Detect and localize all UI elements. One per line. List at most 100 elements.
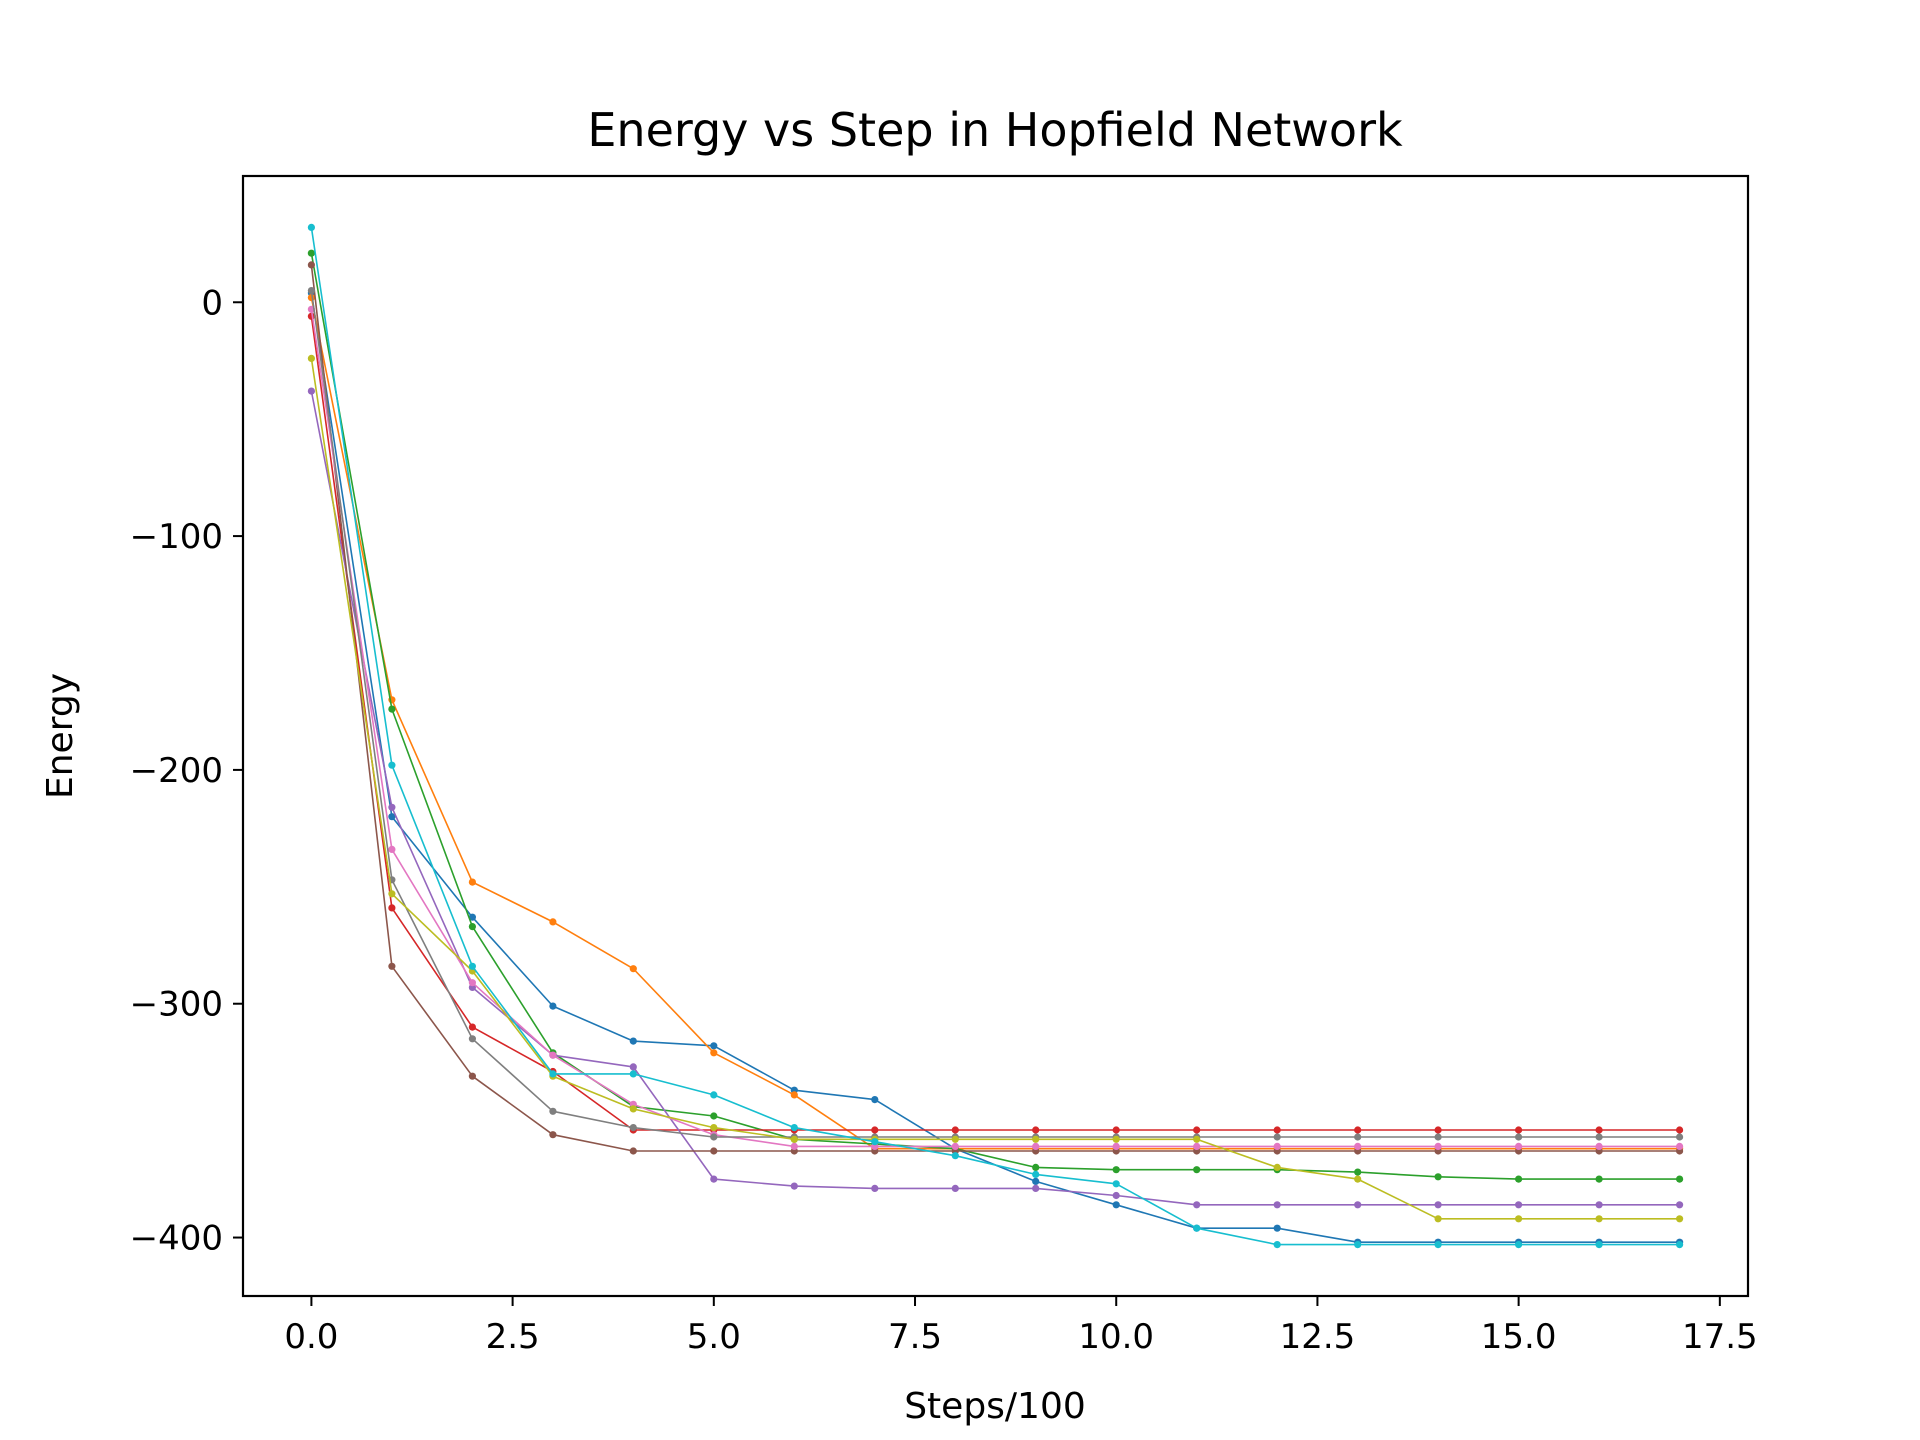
data-point	[710, 1175, 718, 1183]
data-point	[388, 845, 396, 854]
data-point	[1515, 1215, 1523, 1223]
data-point	[1112, 1166, 1120, 1174]
data-point	[1273, 1142, 1281, 1150]
data-point	[549, 918, 557, 926]
data-point	[1273, 1224, 1281, 1232]
data-point	[1354, 1201, 1362, 1209]
data-point	[1032, 1135, 1040, 1143]
data-point	[1676, 1142, 1684, 1150]
data-point	[468, 923, 476, 931]
data-point	[790, 1135, 798, 1143]
data-point	[1595, 1241, 1603, 1249]
data-point	[1032, 1163, 1040, 1171]
data-point	[388, 761, 396, 769]
data-point	[1193, 1201, 1201, 1209]
data-point	[629, 1070, 637, 1078]
series-line	[310, 316, 1680, 1131]
series-10	[307, 223, 1684, 1249]
data-point	[1193, 1135, 1201, 1143]
data-point	[951, 1142, 959, 1150]
data-point	[1354, 1142, 1362, 1150]
data-point	[629, 1147, 637, 1155]
data-point	[1273, 1163, 1281, 1171]
data-point	[1273, 1133, 1281, 1141]
data-point	[468, 1035, 476, 1043]
data-point	[388, 803, 396, 811]
data-point	[1032, 1177, 1040, 1185]
series-line	[310, 358, 1680, 1220]
data-point	[549, 1051, 557, 1059]
data-point	[629, 1105, 637, 1113]
x-tick-label: 12.5	[1280, 1317, 1356, 1357]
x-axis-label: Steps/100	[904, 1386, 1086, 1427]
data-point	[307, 387, 315, 395]
x-tick-label: 7.5	[888, 1317, 942, 1357]
data-point	[1434, 1126, 1442, 1134]
data-point	[710, 1112, 718, 1120]
data-point	[388, 705, 396, 713]
data-point	[1595, 1175, 1603, 1183]
x-axis-ticks: 0.0 2.5 5.0 7.5 10.0 12.5 15.0 17.5	[284, 1296, 1758, 1357]
data-point	[1595, 1201, 1603, 1209]
x-tick-label: 2.5	[486, 1317, 540, 1357]
series-7	[307, 305, 1684, 1150]
series-line	[310, 290, 1680, 1138]
data-point	[629, 1063, 637, 1071]
data-point	[1434, 1133, 1442, 1141]
plot-frame	[241, 174, 1750, 1298]
data-point	[710, 1042, 718, 1050]
data-point	[1112, 1126, 1120, 1134]
data-point	[1112, 1135, 1120, 1143]
data-point	[388, 962, 396, 970]
data-point	[1032, 1184, 1040, 1192]
data-point	[1515, 1126, 1523, 1134]
data-point	[1676, 1215, 1684, 1223]
data-point	[1434, 1142, 1442, 1150]
data-point	[1515, 1175, 1523, 1183]
series-line	[310, 309, 1680, 1148]
y-axis-label: Energy	[40, 673, 81, 799]
data-point	[1434, 1201, 1442, 1209]
data-point	[951, 1152, 959, 1160]
data-point	[1112, 1201, 1120, 1209]
series-layer	[307, 223, 1684, 1249]
data-point	[1273, 1201, 1281, 1209]
data-point	[307, 287, 315, 295]
data-point	[549, 1107, 557, 1115]
data-point	[1354, 1241, 1362, 1249]
data-point	[1354, 1133, 1362, 1141]
y-tick-label: −100	[130, 517, 223, 557]
data-point	[871, 1096, 879, 1104]
data-point	[1273, 1126, 1281, 1134]
series-line	[310, 253, 1680, 1180]
data-point	[710, 1147, 718, 1155]
y-tick-label: −400	[130, 1219, 223, 1259]
y-axis-ticks: 0 −100 −200 −300 −400	[130, 283, 243, 1259]
data-point	[1193, 1126, 1201, 1134]
data-point	[468, 1072, 476, 1080]
data-point	[1515, 1241, 1523, 1249]
data-point	[1112, 1180, 1120, 1188]
series-8	[307, 287, 1684, 1141]
data-point	[468, 1023, 476, 1031]
data-point	[1434, 1241, 1442, 1249]
data-point	[1273, 1241, 1281, 1249]
data-point	[1595, 1133, 1603, 1141]
data-point	[388, 813, 396, 821]
data-point	[1032, 1170, 1040, 1178]
data-point	[629, 1037, 637, 1045]
data-point	[307, 249, 315, 257]
data-point	[1676, 1133, 1684, 1141]
data-point	[1193, 1142, 1201, 1150]
data-point	[468, 979, 476, 987]
chart-title: Energy vs Step in Hopfield Network	[587, 103, 1403, 157]
series-line	[310, 227, 1680, 1246]
x-tick-label: 0.0	[284, 1317, 338, 1357]
data-point	[710, 1049, 718, 1057]
y-tick-label: 0	[201, 283, 223, 323]
data-point	[468, 962, 476, 970]
x-tick-label: 5.0	[687, 1317, 741, 1357]
data-point	[549, 1002, 557, 1010]
